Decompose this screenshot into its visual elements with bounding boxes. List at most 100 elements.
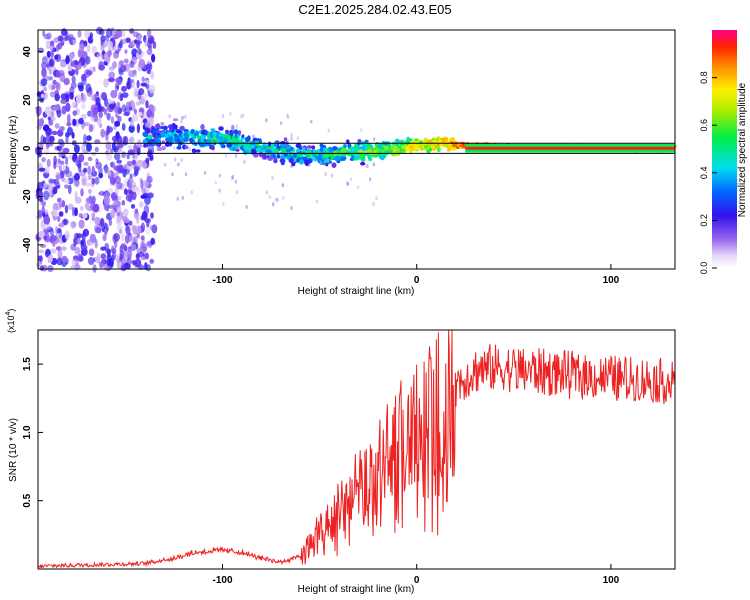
spectrogram-cell — [61, 255, 68, 263]
spectrogram-y-tick-label: 0 — [22, 145, 33, 151]
spectrogram-cell — [58, 165, 63, 172]
spectrogram-cell — [110, 89, 118, 99]
spectrogram-cell — [142, 118, 148, 124]
spectrogram-cell — [136, 47, 142, 55]
spectrogram-cell — [76, 159, 82, 169]
spectrogram-cell — [206, 139, 212, 143]
spectrogram-cell — [138, 58, 146, 69]
spectrogram-cell — [67, 126, 73, 136]
spectrogram-cell — [152, 132, 157, 138]
spectrogram-cell — [83, 122, 90, 127]
spectrogram-cell — [175, 129, 182, 134]
spectrogram-cell — [280, 144, 286, 149]
spectrogram-cell — [113, 200, 118, 206]
spectrogram-cell — [117, 196, 122, 201]
spectrogram-cell — [184, 145, 189, 150]
spectrogram-cell — [46, 140, 51, 149]
spectrogram-cell — [80, 188, 84, 197]
spectrogram-cell — [140, 179, 144, 190]
spectrogram-cell — [125, 225, 131, 235]
spectrogram-cell — [152, 41, 157, 49]
spectrogram-cell — [65, 136, 69, 144]
spectrogram-cell — [283, 152, 288, 158]
spectrogram-cell — [71, 258, 78, 266]
spectrogram-cell — [75, 94, 82, 104]
spectrogram-cell — [339, 156, 345, 161]
spectrogram-cell — [58, 222, 65, 228]
spectrogram-cell — [129, 61, 135, 68]
spectrogram-cell — [49, 44, 56, 52]
spectrogram-cell — [180, 158, 183, 163]
spectrogram-cell — [73, 174, 78, 181]
spectrogram-cell — [100, 44, 105, 52]
spectrogram-cell — [80, 113, 87, 120]
spectrogram-cell — [319, 147, 324, 152]
spectrogram-cell — [372, 154, 379, 158]
spectrogram-x-tick-label: -100 — [212, 275, 232, 286]
spectrogram-cell — [91, 177, 96, 185]
spectrogram-cell — [55, 70, 61, 78]
spectrogram-cell — [35, 106, 42, 116]
spectrogram-cell — [50, 50, 54, 58]
spectrogram-cell — [43, 215, 51, 225]
spectrogram-cell — [48, 83, 53, 91]
spectrogram-cell — [245, 146, 251, 151]
spectrogram-cell — [91, 151, 97, 156]
colorbar-tick-label: 0.4 — [699, 167, 709, 180]
spectrogram-cell — [100, 128, 106, 138]
spectrogram-cell — [451, 146, 457, 151]
snr-y-label: SNR (10 * v/v) — [8, 418, 19, 482]
spectrogram-cell — [322, 157, 328, 161]
spectrogram-cell — [176, 196, 179, 201]
spectrogram-cell — [120, 264, 127, 272]
spectrogram-cell — [98, 64, 105, 71]
spectrogram-cell — [92, 203, 100, 213]
spectrogram-cell — [149, 225, 155, 231]
spectrogram-cell — [56, 246, 62, 251]
spectrogram-cell — [94, 238, 98, 249]
spectrogram-cell — [61, 165, 66, 171]
spectrogram-cell — [146, 109, 152, 118]
spectrogram-cell — [108, 219, 113, 227]
spectrogram-cell — [86, 44, 91, 53]
spectrogram-cell — [262, 153, 267, 159]
spectrogram-cell — [59, 144, 64, 151]
spectrogram-cell — [433, 139, 439, 145]
spectrogram-cell — [117, 78, 122, 86]
spectrogram-cell — [145, 157, 150, 164]
spectrogram-cell — [115, 29, 123, 38]
spectrogram-cell — [430, 145, 436, 149]
spectrogram-cell — [121, 257, 128, 264]
spectrogram-cell — [245, 205, 248, 209]
spectrogram-cell — [122, 208, 129, 217]
spectrogram-cell — [204, 129, 208, 135]
spectrogram-cell — [343, 144, 347, 149]
spectrogram-cell — [308, 149, 312, 153]
spectrogram-cell — [218, 133, 224, 138]
spectrogram-cell — [221, 113, 225, 118]
spectrogram-cell — [401, 139, 405, 145]
spectrogram-cell — [106, 102, 111, 111]
spectrogram-cell — [105, 248, 112, 254]
spectrogram-cell — [361, 145, 366, 152]
spectrogram-cell — [171, 172, 174, 177]
spectrogram-cell — [41, 67, 47, 78]
spectrogram-cell — [80, 244, 88, 251]
spectrogram-cell — [299, 159, 304, 165]
spectrogram-cell — [130, 243, 137, 252]
spectrogram-cell — [142, 92, 148, 100]
spectrogram-cell — [80, 102, 86, 110]
spectrogram-cell — [180, 119, 183, 124]
spectrogram-cell — [135, 101, 141, 106]
spectrogram-cell — [45, 249, 51, 256]
spectrogram-cell — [129, 177, 133, 185]
spectrogram-cell — [86, 142, 92, 152]
spectrogram-cell — [390, 144, 396, 150]
spectrogram-cell — [140, 235, 145, 241]
spectrogram-cell — [447, 145, 453, 149]
spectrogram-cell — [443, 143, 448, 148]
spectrogram-cell — [111, 245, 115, 254]
spectrogram-y-tick-label: -20 — [22, 189, 33, 204]
spectrogram-cell — [168, 114, 171, 119]
snr-x-label: Height of straight line (km) — [298, 584, 415, 595]
